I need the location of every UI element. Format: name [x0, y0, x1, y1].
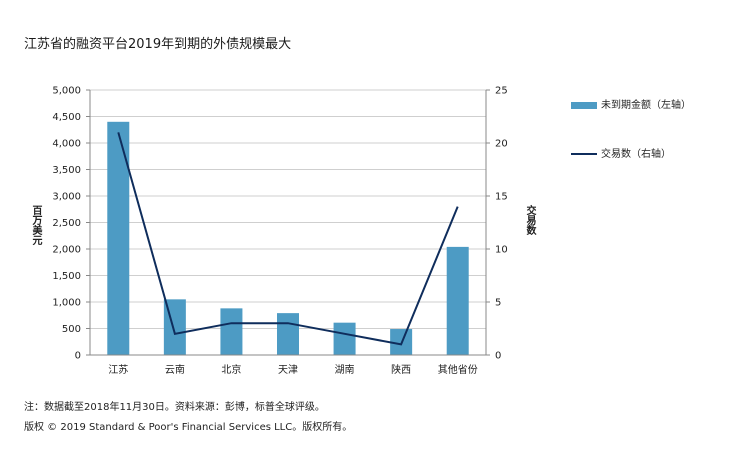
left-tick-label: 3,500	[52, 165, 81, 176]
right-tick-label: 25	[495, 86, 508, 97]
bar-series	[107, 121, 469, 355]
bar	[333, 322, 356, 355]
x-tick-label: 湖南	[335, 363, 355, 376]
notes: 注：数据截至2018年11月30日。资料来源：彭博，标普全球评级。 版权 © 2…	[24, 398, 352, 438]
legend-label-bar: 未到期金额（左轴）	[601, 100, 691, 111]
left-tick-label: 4,000	[52, 139, 81, 150]
right-axis-ticks: 0 5 10 15 20 25	[486, 86, 508, 362]
left-tick-label: 3,000	[52, 192, 81, 203]
footnote: 注：数据截至2018年11月30日。资料来源：彭博，标普全球评级。	[24, 402, 325, 413]
right-tick-label: 20	[495, 139, 508, 150]
left-tick-label: 1,500	[52, 271, 81, 282]
x-axis-labels: 江苏 云南 北京 天津 湖南 陕西 其他省份	[108, 363, 477, 376]
left-tick-label: 0	[75, 351, 81, 362]
right-tick-label: 15	[495, 192, 508, 203]
legend-swatch-bar	[571, 101, 597, 109]
left-axis-label: 百万美元	[30, 205, 41, 245]
x-tick-label: 陕西	[391, 363, 411, 376]
x-tick-label: 天津	[278, 364, 298, 376]
left-tick-label: 2,500	[52, 218, 81, 229]
left-tick-label: 4,500	[52, 112, 81, 123]
right-axis-label: 交易数	[524, 205, 535, 235]
line-series	[117, 132, 459, 346]
bar	[220, 308, 243, 355]
x-tick-label: 北京	[221, 363, 241, 376]
legend-item-bar: 未到期金额（左轴）	[571, 96, 691, 111]
left-tick-label: 2,000	[52, 245, 81, 256]
gridlines	[90, 89, 486, 329]
left-tick-label: 500	[62, 324, 81, 335]
legend-item-line: 交易数（右轴）	[571, 145, 671, 160]
right-tick-label: 0	[495, 351, 501, 362]
x-tick-label: 江苏	[108, 363, 128, 376]
bar	[446, 246, 469, 355]
bar	[277, 313, 299, 355]
copyright: 版权 © 2019 Standard & Poor's Financial Se…	[24, 422, 353, 433]
x-tick-label: 云南	[165, 363, 185, 376]
left-tick-label: 5,000	[52, 86, 81, 97]
bar	[107, 121, 130, 355]
legend-swatch-line	[571, 153, 597, 155]
left-axis-ticks: 0 500 1,000 1,500 2,000 2,500 3,000 3,500 4,000 4…	[52, 86, 90, 362]
chart-title: 江苏省的融资平台2019年到期的外债规模最大	[24, 37, 292, 52]
series-line	[117, 132, 459, 346]
x-tick-label: 其他省份	[438, 363, 478, 376]
right-tick-label: 5	[495, 298, 501, 309]
right-tick-label: 10	[495, 245, 508, 256]
legend-label-line: 交易数（右轴）	[601, 149, 671, 160]
left-tick-label: 1,000	[52, 298, 81, 309]
